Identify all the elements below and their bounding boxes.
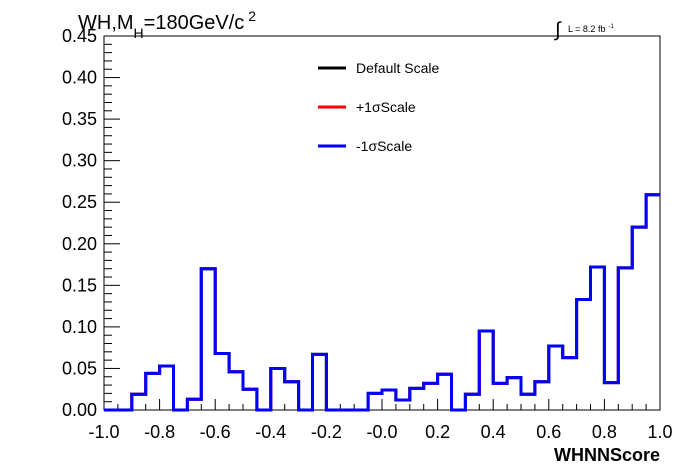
y-tick-label: 0.15 [62, 275, 97, 295]
legend: Default Scale +1σScale -1σScale [318, 60, 439, 154]
lumi-integral-symbol: ∫ [554, 19, 562, 41]
x-tick-label: 0.2 [425, 422, 450, 442]
y-tick-label: 0.10 [62, 317, 97, 337]
x-tick-label: -0.2 [311, 422, 342, 442]
x-tick-label: -0.4 [255, 422, 286, 442]
x-axis-label: WHNNScore [554, 445, 660, 465]
x-tick-label: -0.8 [144, 422, 175, 442]
x-tick-labels: -1.0 -0.8 -0.6 -0.4 -0.2 -0.0 0.2 0.4 0.6 0.8 1.0 [88, 422, 672, 442]
y-tick-label: 0.45 [62, 26, 97, 46]
legend-label: +1σScale [356, 99, 416, 115]
x-tick-label: -0.0 [366, 422, 397, 442]
lumi-label: L = 8.2 fb -1 [568, 24, 614, 34]
y-tick-labels: 0.00 0.05 0.10 0.15 0.20 0.25 0.30 0.35 0.40 0.45 [62, 26, 97, 420]
x-tick-label: 0.4 [481, 422, 506, 442]
y-tick-label: 0.35 [62, 109, 97, 129]
x-tick-label: 0.6 [536, 422, 561, 442]
chart-title: WH,MH=180GeV/c 2 [78, 8, 256, 41]
y-tick-label: 0.30 [62, 151, 97, 171]
series-layer [104, 193, 660, 412]
legend-label: Default Scale [356, 60, 439, 76]
x-tick-label: -0.6 [200, 422, 231, 442]
y-tick-label: 0.05 [62, 358, 97, 378]
y-tick-label: 0.40 [62, 68, 97, 88]
y-tick-label: 0.25 [62, 192, 97, 212]
series-line [104, 193, 660, 412]
x-tick-label: 0.8 [592, 422, 617, 442]
x-tick-label: 1.0 [647, 422, 672, 442]
y-tick-label: 0.20 [62, 234, 97, 254]
legend-label: -1σScale [356, 138, 412, 154]
y-tick-label: 0.00 [62, 400, 97, 420]
x-tick-label: -1.0 [88, 422, 119, 442]
